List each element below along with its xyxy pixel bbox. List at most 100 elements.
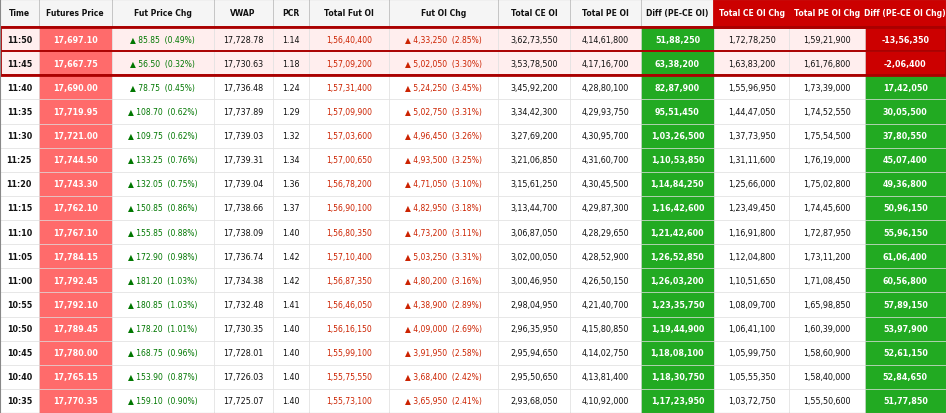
Text: 10:40: 10:40 — [7, 373, 32, 381]
Bar — [640, 317, 714, 341]
Text: ▲ 3,65,950  (2.41%): ▲ 3,65,950 (2.41%) — [405, 396, 482, 406]
Bar — [389, 293, 499, 317]
Text: 1,10,53,850: 1,10,53,850 — [651, 156, 704, 165]
Text: Total PE OI: Total PE OI — [582, 9, 629, 19]
Bar — [714, 172, 789, 197]
Bar — [0, 197, 39, 221]
Text: Fut Price Chg: Fut Price Chg — [133, 9, 192, 19]
Text: 51,88,250: 51,88,250 — [655, 36, 700, 45]
Bar — [272, 365, 309, 389]
Text: 1,17,23,950: 1,17,23,950 — [651, 396, 704, 406]
Text: 1.42: 1.42 — [282, 252, 300, 261]
Text: 1,58,60,900: 1,58,60,900 — [803, 348, 850, 357]
Bar — [640, 0, 714, 28]
Text: 1,10,51,650: 1,10,51,650 — [728, 276, 776, 285]
Bar — [714, 0, 946, 28]
Bar — [112, 365, 214, 389]
Bar — [865, 268, 946, 293]
Text: ▲ 3,91,950  (2.58%): ▲ 3,91,950 (2.58%) — [405, 348, 482, 357]
Bar — [714, 341, 789, 365]
Text: 17,697.10: 17,697.10 — [53, 36, 97, 45]
Text: 1,25,66,000: 1,25,66,000 — [728, 180, 776, 189]
Bar — [272, 341, 309, 365]
Text: 1,57,31,400: 1,57,31,400 — [326, 83, 372, 93]
Bar — [499, 172, 569, 197]
Bar — [714, 317, 789, 341]
Bar — [39, 389, 112, 413]
Text: ▲ 4,38,900  (2.89%): ▲ 4,38,900 (2.89%) — [405, 300, 482, 309]
Bar — [214, 389, 272, 413]
Text: 17,739.03: 17,739.03 — [223, 132, 263, 141]
Bar — [0, 244, 39, 268]
Bar — [0, 317, 39, 341]
Text: 2,96,35,950: 2,96,35,950 — [510, 324, 558, 333]
Text: ▲ 159.10  (0.90%): ▲ 159.10 (0.90%) — [128, 396, 198, 406]
Text: 1,55,75,550: 1,55,75,550 — [326, 373, 372, 381]
Bar — [569, 317, 640, 341]
Text: ▲ 153.90  (0.87%): ▲ 153.90 (0.87%) — [128, 373, 198, 381]
Text: 1,56,46,050: 1,56,46,050 — [326, 300, 372, 309]
Bar — [640, 389, 714, 413]
Text: 45,07,400: 45,07,400 — [883, 156, 928, 165]
Text: 4,21,40,700: 4,21,40,700 — [582, 300, 629, 309]
Bar — [569, 52, 640, 76]
Text: 17,728.01: 17,728.01 — [223, 348, 263, 357]
Text: Fut OI Chg: Fut OI Chg — [421, 9, 466, 19]
Bar — [865, 389, 946, 413]
Text: 1,23,35,750: 1,23,35,750 — [651, 300, 704, 309]
Bar — [0, 100, 39, 124]
Text: Total PE OI Chg: Total PE OI Chg — [794, 9, 860, 19]
Text: 2,95,94,650: 2,95,94,650 — [510, 348, 558, 357]
Bar — [39, 28, 112, 52]
Text: 4,28,29,650: 4,28,29,650 — [582, 228, 629, 237]
Bar — [789, 124, 865, 148]
Text: 4,26,50,150: 4,26,50,150 — [582, 276, 629, 285]
Bar — [640, 148, 714, 172]
Text: 1,73,39,000: 1,73,39,000 — [803, 83, 850, 93]
Bar — [112, 52, 214, 76]
Text: 1,16,42,600: 1,16,42,600 — [651, 204, 704, 213]
Text: 1,03,26,500: 1,03,26,500 — [651, 132, 704, 141]
Bar — [714, 100, 789, 124]
Text: 1,74,45,600: 1,74,45,600 — [803, 204, 850, 213]
Text: 1.42: 1.42 — [282, 276, 300, 285]
Text: 3,53,78,500: 3,53,78,500 — [510, 59, 558, 69]
Bar — [865, 221, 946, 244]
Text: 3,13,44,700: 3,13,44,700 — [511, 204, 557, 213]
Text: 11:15: 11:15 — [7, 204, 32, 213]
Text: 17,728.78: 17,728.78 — [223, 36, 263, 45]
Text: -13,56,350: -13,56,350 — [882, 36, 929, 45]
Bar — [865, 28, 946, 52]
Text: 1.24: 1.24 — [282, 83, 300, 93]
Bar — [865, 293, 946, 317]
Text: 3,62,73,550: 3,62,73,550 — [510, 36, 558, 45]
Bar — [499, 293, 569, 317]
Bar — [214, 76, 272, 100]
Bar — [389, 76, 499, 100]
Text: 17,738.66: 17,738.66 — [223, 204, 263, 213]
Text: 17,721.00: 17,721.00 — [53, 132, 97, 141]
Text: 17,736.74: 17,736.74 — [223, 252, 263, 261]
Bar — [640, 268, 714, 293]
Bar — [569, 28, 640, 52]
Bar — [309, 197, 389, 221]
Text: 4,17,16,700: 4,17,16,700 — [582, 59, 629, 69]
Bar — [0, 148, 39, 172]
Text: 1,71,08,450: 1,71,08,450 — [803, 276, 850, 285]
Text: 51,77,850: 51,77,850 — [883, 396, 928, 406]
Bar — [569, 124, 640, 148]
Text: 17,784.15: 17,784.15 — [53, 252, 97, 261]
Bar — [214, 197, 272, 221]
Bar — [39, 148, 112, 172]
Text: 17,738.09: 17,738.09 — [223, 228, 263, 237]
Bar — [569, 100, 640, 124]
Text: 61,06,400: 61,06,400 — [883, 252, 928, 261]
Bar — [714, 365, 789, 389]
Text: ▲ 85.85  (0.49%): ▲ 85.85 (0.49%) — [131, 36, 195, 45]
Bar — [309, 341, 389, 365]
Text: 4,10,92,000: 4,10,92,000 — [582, 396, 629, 406]
Text: 1,56,90,100: 1,56,90,100 — [326, 204, 372, 213]
Text: 11:35: 11:35 — [7, 108, 32, 116]
Bar — [272, 76, 309, 100]
Bar — [569, 389, 640, 413]
